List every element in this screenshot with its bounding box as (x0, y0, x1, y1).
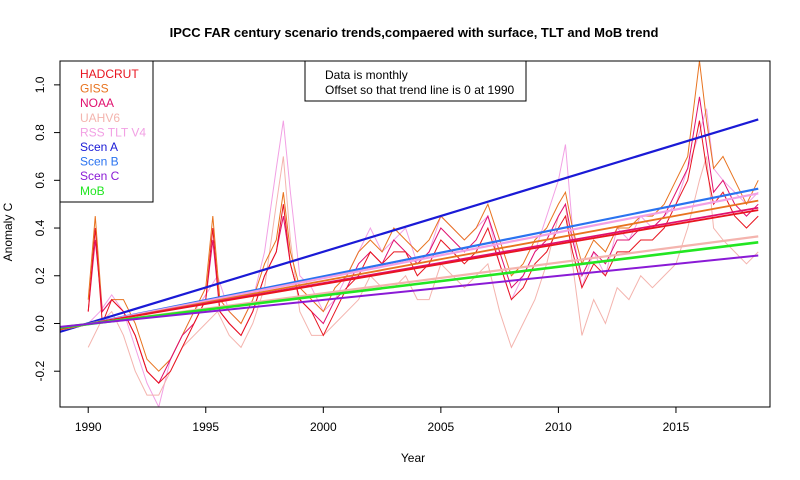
annotation: Data is monthly Offset so that trend lin… (304, 60, 527, 102)
plot-area (59, 60, 771, 408)
legend-item-giss: GISS (80, 82, 109, 96)
annotation-box (304, 60, 527, 102)
x-tick-label: 2000 (310, 420, 337, 434)
legend-item-scen-b: Scen B (80, 155, 119, 169)
trend-layer (60, 118, 759, 333)
x-tick-label: 2015 (663, 420, 690, 434)
y-tick-label: 0.4 (33, 219, 47, 236)
series-line-giss (87, 61, 759, 372)
x-tick-label: 1990 (75, 420, 102, 434)
x-axis-label: Year (401, 451, 425, 465)
legend-item-scen-a: Scen A (80, 140, 118, 154)
annotation-line-1: Data is monthly (325, 68, 408, 82)
series-line-uahv6 (87, 156, 759, 396)
legend-box (59, 60, 154, 203)
legend-item-hadcrut: HADCRUT (80, 67, 139, 81)
y-tick-label: -0.2 (33, 361, 47, 382)
y-tick-label: 0.6 (33, 172, 47, 189)
legend-item-mob: MoB (80, 184, 105, 198)
y-tick-label: 0.0 (33, 315, 47, 332)
y-tick-label: 1.0 (33, 76, 47, 93)
annotation-line-2: Offset so that trend line is 0 at 1990 (325, 83, 515, 97)
y-tick-label: 0.2 (33, 267, 47, 284)
x-tick-label: 2005 (428, 420, 455, 434)
legend-item-noaa: NOAA (80, 96, 114, 110)
x-axis: 1990 1995 2000 2005 2010 2015 (75, 407, 690, 434)
y-tick-label: 0.8 (33, 124, 47, 141)
legend-item-rss-tlt-v4: RSS TLT V4 (80, 125, 146, 139)
trend-line-mob (60, 241, 759, 329)
x-tick-label: 1995 (192, 420, 219, 434)
series-layer (87, 61, 759, 407)
y-axis-label: Anomaly C (1, 202, 15, 261)
x-tick-label: 2010 (545, 420, 572, 434)
y-axis: -0.2 0.0 0.2 0.4 0.6 0.8 1.0 (33, 76, 60, 382)
legend-item-uahv6: UAHV6 (80, 111, 120, 125)
trend-line-scen-c (60, 254, 759, 328)
chart-title: IPCC FAR century scenario trends,compaer… (170, 25, 659, 40)
legend-item-scen-c: Scen C (80, 169, 120, 183)
trend-line-rss-tlt-v4 (60, 192, 759, 331)
trend-line-hadcrut (60, 209, 759, 330)
series-line-hadcrut (87, 120, 759, 384)
trend-line-scen-a (60, 118, 759, 333)
